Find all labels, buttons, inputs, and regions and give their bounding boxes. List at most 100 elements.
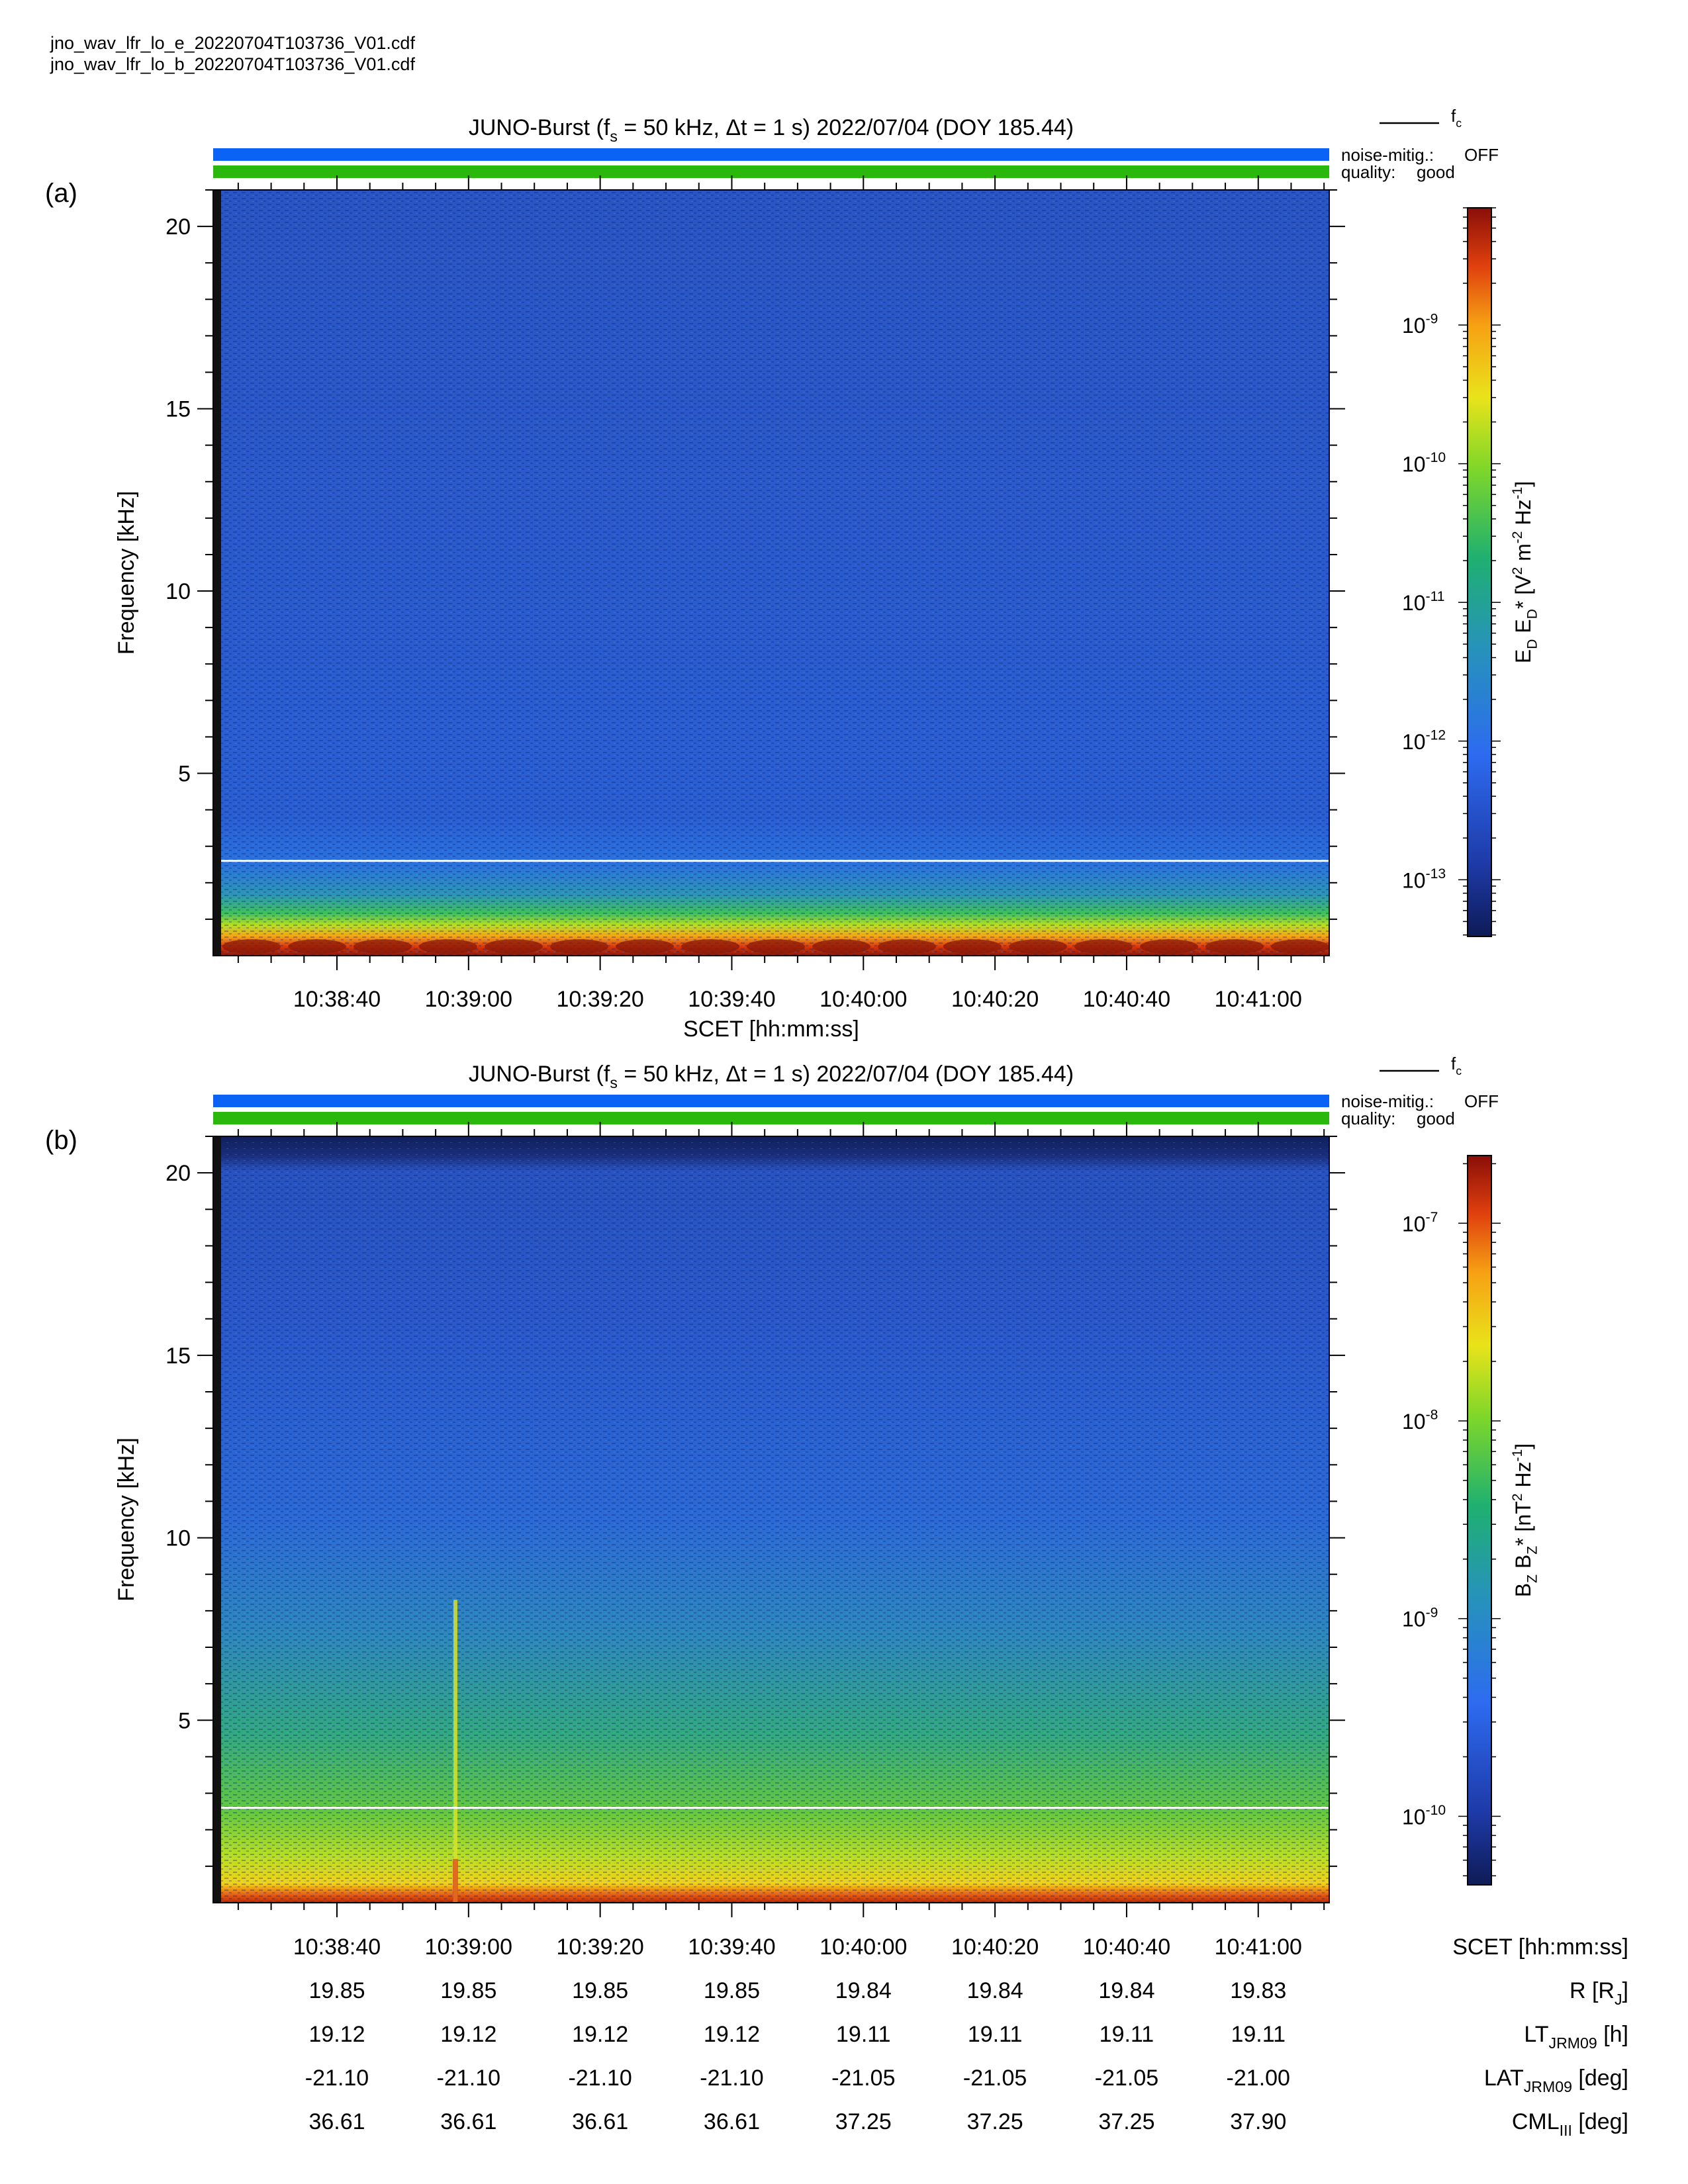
ephemeris-value: 19.11	[1231, 2022, 1286, 2047]
colorbar-tick-label: 10-11	[1402, 589, 1445, 615]
ephemeris-value: 37.25	[967, 2109, 1023, 2134]
ephemeris-value: 19.84	[835, 1978, 892, 2003]
panel-title: JUNO-Burst (fs = 50 kHz, Δt = 1 s) 2022/…	[469, 1062, 1074, 1091]
colorbar-tick-label: 10-10	[1402, 450, 1446, 476]
spectrogram-texture	[221, 190, 1329, 956]
quality-label: quality:	[1341, 1109, 1395, 1128]
y-tick-label: 10	[165, 579, 191, 604]
colorbar	[1467, 1155, 1492, 1886]
ephemeris-value: 19.12	[572, 2022, 628, 2047]
low-freq-blob	[1074, 939, 1133, 954]
plot-frame	[212, 1136, 1330, 1903]
noise-mitig-label: noise-mitig.:	[1341, 1091, 1434, 1111]
low-freq-blob	[943, 939, 1002, 954]
ephemeris-value: 19.84	[967, 1978, 1023, 2003]
ephemeris-value: 19.85	[704, 1978, 760, 2003]
colorbar-tick-label: 10-12	[1402, 727, 1446, 753]
ephemeris-value: 19.11	[836, 2022, 891, 2047]
ephemeris-value: -21.10	[700, 2066, 763, 2091]
colorbar-tick-label: 10-9	[1402, 1605, 1438, 1631]
ephemeris-row-label: R [RJ]	[1570, 1978, 1628, 2008]
colorbar-tick-label: 10-8	[1402, 1408, 1438, 1433]
x-tick-label: 10:40:00	[820, 987, 907, 1012]
panel-label: (b)	[45, 1126, 77, 1155]
y-tick-label: 5	[178, 762, 191, 787]
ephemeris-value: -21.05	[831, 2066, 895, 2091]
y-tick-label: 15	[165, 397, 191, 422]
noise-mitig-bar	[213, 148, 1329, 161]
ephemeris-value: 10:39:40	[688, 1934, 775, 1960]
ephemeris-value: 10:38:40	[293, 1934, 381, 1960]
quality-bar	[213, 1112, 1329, 1124]
low-freq-blob	[1009, 939, 1067, 954]
data-gap-strip	[213, 190, 221, 956]
colorbar-label: BZ BZ* [nT2 Hz-1]	[1510, 1443, 1540, 1597]
x-tick-label: 10:40:20	[951, 987, 1039, 1012]
panel-label: (a)	[45, 179, 77, 208]
x-axis-label: SCET [hh:mm:ss]	[683, 1017, 859, 1042]
ephemeris-value: -21.05	[963, 2066, 1027, 2091]
plot-frame	[212, 189, 1330, 956]
ephemeris-value: -21.00	[1227, 2066, 1290, 2091]
x-tick-label: 10:40:40	[1083, 987, 1170, 1012]
colorbar-tick-label: 10-7	[1402, 1210, 1438, 1236]
y-axis-label: Frequency [kHz]	[114, 1437, 139, 1602]
ephemeris-row-label: SCET [hh:mm:ss]	[1452, 1934, 1628, 1960]
spectrogram-texture	[221, 1136, 1329, 1903]
ephemeris-value: -21.10	[568, 2066, 632, 2091]
ephemeris-value: 10:41:00	[1215, 1934, 1302, 1960]
ephemeris-value: -21.05	[1095, 2066, 1158, 2091]
ephemeris-value: 10:39:20	[556, 1934, 643, 1960]
low-freq-blob	[550, 939, 608, 954]
panel-title: JUNO-Burst (fs = 50 kHz, Δt = 1 s) 2022/…	[469, 115, 1074, 145]
noise-mitig-label: noise-mitig.:	[1341, 145, 1434, 165]
ephemeris-value: 19.12	[704, 2022, 760, 2047]
file-name: jno_wav_lfr_lo_b_20220704T103736_V01.cdf	[50, 54, 415, 74]
low-freq-blob	[681, 939, 739, 954]
low-freq-blob	[353, 939, 412, 954]
fc-legend-label: fc	[1451, 1054, 1462, 1077]
noise-mitig-bar	[213, 1095, 1329, 1107]
panel-a: (a) JUNO-Burst (fs = 50 kHz, Δt = 1 s) 20…	[45, 106, 1540, 1042]
low-freq-blob	[616, 939, 674, 954]
x-tick-label: 10:39:00	[425, 987, 512, 1012]
ephemeris-value: 37.25	[835, 2109, 892, 2134]
colorbar-tick-label: 10-9	[1402, 312, 1438, 338]
low-freq-blob	[419, 939, 477, 954]
y-tick-label: 20	[165, 1161, 191, 1186]
ephemeris-value: 19.85	[308, 1978, 365, 2003]
noise-mitig-value: OFF	[1464, 145, 1499, 165]
x-tick-label: 10:39:40	[688, 987, 775, 1012]
y-tick-label: 15	[165, 1343, 191, 1369]
file-name: jno_wav_lfr_lo_e_20220704T103736_V01.cdf	[50, 33, 415, 53]
x-tick-label: 10:39:20	[556, 987, 643, 1012]
ephemeris-value: 19.12	[440, 2022, 496, 2047]
y-tick-label: 5	[178, 1708, 191, 1733]
ephemeris-value: 19.12	[308, 2022, 365, 2047]
ephemeris-value: 36.61	[704, 2109, 760, 2134]
low-freq-blob	[222, 939, 281, 954]
ephemeris-value: 19.11	[1100, 2022, 1154, 2047]
low-freq-blob	[485, 939, 543, 954]
quality-label: quality:	[1341, 162, 1395, 182]
noise-mitig-value: OFF	[1464, 1091, 1499, 1111]
ephemeris-value: 36.61	[308, 2109, 365, 2134]
low-freq-blob	[1271, 939, 1329, 954]
ephemeris-value: -21.10	[305, 2066, 369, 2091]
ephemeris-value: 10:40:20	[951, 1934, 1039, 1960]
low-freq-blob	[878, 939, 936, 954]
quality-bar	[213, 165, 1329, 178]
ephemeris-value: 19.84	[1098, 1978, 1154, 2003]
burst-base	[452, 1858, 458, 1903]
ephemeris-value: 19.85	[440, 1978, 496, 2003]
colorbar-tick-label: 10-10	[1402, 1803, 1446, 1829]
x-tick-label: 10:41:00	[1215, 987, 1302, 1012]
fc-legend-label: fc	[1451, 106, 1462, 130]
ephemeris-value: 19.85	[572, 1978, 628, 2003]
colorbar-tick-label: 10-13	[1402, 866, 1446, 892]
data-gap-strip	[213, 1136, 221, 1903]
low-freq-blob	[288, 939, 346, 954]
ephemeris-row-label: LATJRM09 [deg]	[1484, 2066, 1628, 2095]
ephemeris-value: 36.61	[572, 2109, 628, 2134]
